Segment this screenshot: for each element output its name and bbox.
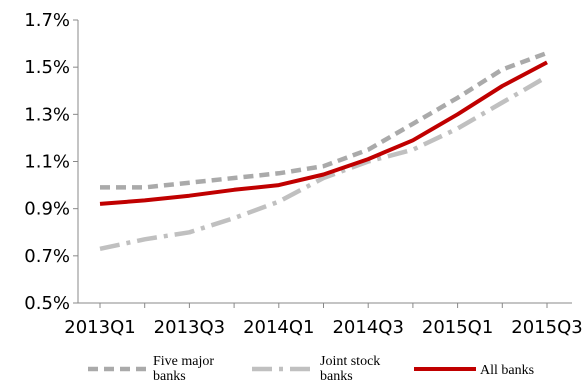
legend-label: Five major — [153, 354, 214, 369]
x-tick-label: 2014Q3 — [332, 317, 403, 338]
y-tick-label: 1.7% — [24, 10, 70, 31]
legend-label: Joint stock — [320, 354, 380, 369]
legend-label: banks — [153, 369, 186, 384]
y-axis-ticks: 1.7% 1.5% 1.3% 1.1% 0.9% 0.7% 0.5% — [24, 10, 78, 314]
y-tick-label: 1.1% — [24, 152, 70, 173]
x-axis-ticks: 2013Q1 2013Q3 2014Q1 2014Q3 2015Q1 2015Q3 — [64, 303, 582, 338]
axes — [77, 20, 572, 304]
x-tick-label: 2013Q3 — [154, 317, 225, 338]
x-tick-label: 2015Q1 — [422, 317, 493, 338]
x-tick-label: 2015Q3 — [511, 317, 582, 338]
y-tick-label: 1.3% — [24, 104, 70, 125]
x-tick-label: 2014Q1 — [243, 317, 314, 338]
y-tick-label: 1.5% — [24, 57, 70, 78]
y-tick-label: 0.7% — [24, 246, 70, 267]
legend-label: banks — [320, 369, 353, 384]
series-line-five-major-banks — [100, 50, 548, 190]
series-lines — [99, 50, 549, 252]
y-tick-label: 0.5% — [24, 293, 70, 314]
y-tick-label: 0.9% — [24, 199, 70, 220]
series-line-all-banks — [99, 60, 548, 206]
series-line-joint-stock-banks — [99, 74, 549, 252]
x-tick-label: 2013Q1 — [64, 317, 135, 338]
legend-label: All banks — [480, 363, 534, 378]
